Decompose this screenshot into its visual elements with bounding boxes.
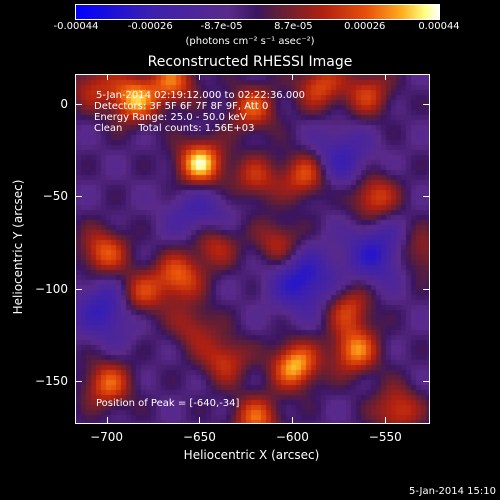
x-tick-mark [106,74,108,80]
heatmap-image [76,75,429,423]
x-tick-mark [292,417,294,423]
colorbar-tick-label: 0.00044 [418,21,460,32]
y-tick-label: −50 [42,189,68,204]
y-tick-mark [76,103,82,105]
y-tick-label: −100 [35,281,68,296]
colorbar-tick-label: -0.00044 [53,21,99,32]
plot-area: 5-Jan-2014 02:19:12.000 to 02:22:36.000 … [75,74,430,424]
x-tick-label: −650 [182,430,216,444]
detectors-text: Detectors: 3F 5F 6F 7F 8F 9F, Att 0 [94,101,269,112]
y-tick-mark [423,103,429,105]
colorbar [75,4,440,20]
peak-position-text: Position of Peak = [-640,-34] [96,398,240,409]
y-tick-mark [423,381,429,383]
x-tick-label: −600 [275,430,309,444]
x-tick-mark [385,74,387,80]
y-tick-mark [76,288,82,290]
x-tick-mark [106,417,108,423]
clean-counts-text: Clean Total counts: 1.56E+03 [94,123,255,134]
colorbar-tick-label: -8.7e-05 [200,21,243,32]
x-tick-mark [385,417,387,423]
colorbar-tick-label: 8.7e-05 [274,21,313,32]
time-range-text: 5-Jan-2014 02:19:12.000 to 02:22:36.000 [96,90,305,101]
y-tick-label: 0 [60,96,68,111]
chart-title: Reconstructed RHESSI Image [147,54,353,70]
y-axis-label: Heliocentric Y (arcsec) [11,179,25,315]
x-tick-mark [199,74,201,80]
colorbar-tick-label: -0.00026 [127,21,173,32]
y-tick-label: −150 [35,374,68,389]
y-tick-mark [423,196,429,198]
timestamp: 5-Jan-2014 15:10 [409,486,496,497]
y-tick-mark [76,196,82,198]
colorbar-tick-label: 0.00026 [344,21,386,32]
y-tick-mark [423,288,429,290]
x-tick-label: −550 [368,430,402,444]
x-tick-mark [292,74,294,80]
x-axis-label: Heliocentric X (arcsec) [183,448,320,462]
x-tick-mark [199,417,201,423]
energy-range-text: Energy Range: 25.0 - 50.0 keV [94,112,247,123]
colorbar-unit: (photons cm⁻² s⁻¹ asec⁻²) [185,36,315,47]
y-tick-mark [76,381,82,383]
x-tick-label: −700 [90,430,124,444]
